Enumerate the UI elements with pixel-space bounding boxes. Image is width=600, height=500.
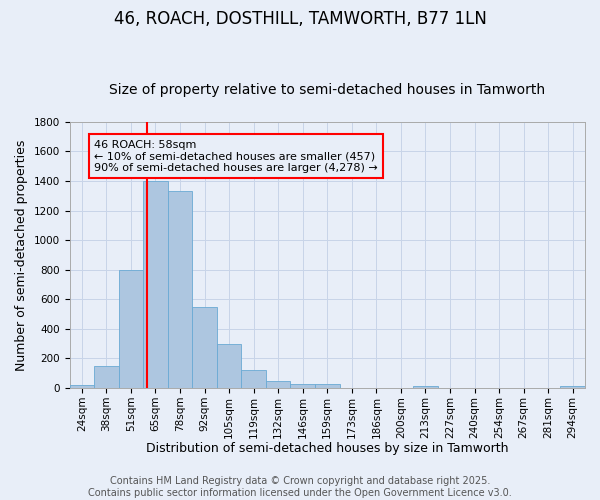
Text: Contains HM Land Registry data © Crown copyright and database right 2025.
Contai: Contains HM Land Registry data © Crown c… — [88, 476, 512, 498]
Bar — [119, 270, 143, 388]
Bar — [290, 384, 315, 388]
Text: 46 ROACH: 58sqm
← 10% of semi-detached houses are smaller (457)
90% of semi-deta: 46 ROACH: 58sqm ← 10% of semi-detached h… — [94, 140, 378, 172]
Title: Size of property relative to semi-detached houses in Tamworth: Size of property relative to semi-detach… — [109, 83, 545, 97]
Bar — [241, 370, 266, 388]
Bar — [143, 181, 168, 388]
Bar — [192, 306, 217, 388]
Y-axis label: Number of semi-detached properties: Number of semi-detached properties — [15, 139, 28, 370]
Bar — [70, 385, 94, 388]
Bar — [413, 386, 438, 388]
Bar — [315, 384, 340, 388]
Bar — [168, 192, 192, 388]
Bar — [94, 366, 119, 388]
Bar — [560, 386, 585, 388]
Text: 46, ROACH, DOSTHILL, TAMWORTH, B77 1LN: 46, ROACH, DOSTHILL, TAMWORTH, B77 1LN — [113, 10, 487, 28]
Bar — [217, 344, 241, 388]
Bar — [266, 380, 290, 388]
X-axis label: Distribution of semi-detached houses by size in Tamworth: Distribution of semi-detached houses by … — [146, 442, 509, 455]
